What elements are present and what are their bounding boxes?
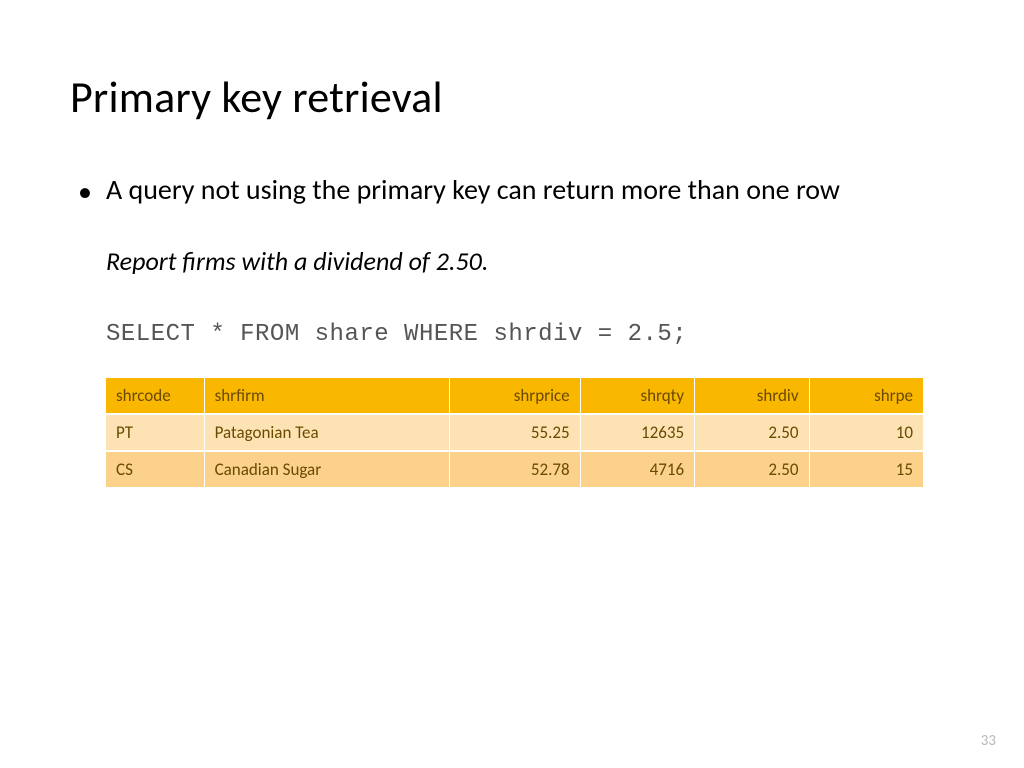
cell-shrqty: 4716	[580, 451, 694, 487]
bullet-text: A query not using the primary key can re…	[106, 172, 840, 207]
cell-shrprice: 55.25	[449, 414, 580, 451]
col-shrfirm: shrfirm	[204, 378, 449, 414]
cell-shrdiv: 2.50	[695, 451, 809, 487]
col-shrprice: shrprice	[449, 378, 580, 414]
col-shrcode: shrcode	[106, 378, 204, 414]
cell-shrcode: PT	[106, 414, 204, 451]
table-header-row: shrcodeshrfirmshrpriceshrqtyshrdivshrpe	[106, 378, 924, 414]
cell-shrdiv: 2.50	[695, 414, 809, 451]
problem-statement: Report firms with a dividend of 2.50.	[106, 245, 954, 277]
col-shrpe: shrpe	[809, 378, 923, 414]
bullet-dot: •	[78, 174, 92, 209]
col-shrqty: shrqty	[580, 378, 694, 414]
table-body: PTPatagonian Tea55.25126352.5010CSCanadi…	[106, 414, 924, 487]
table-head: shrcodeshrfirmshrpriceshrqtyshrdivshrpe	[106, 378, 924, 414]
cell-shrcode: CS	[106, 451, 204, 487]
cell-shrfirm: Patagonian Tea	[204, 414, 449, 451]
cell-shrpe: 10	[809, 414, 923, 451]
cell-shrfirm: Canadian Sugar	[204, 451, 449, 487]
cell-shrprice: 52.78	[449, 451, 580, 487]
cell-shrpe: 15	[809, 451, 923, 487]
slide: Primary key retrieval • A query not usin…	[0, 0, 1024, 768]
col-shrdiv: shrdiv	[695, 378, 809, 414]
table-row: CSCanadian Sugar52.7847162.5015	[106, 451, 924, 487]
result-table-wrap: shrcodeshrfirmshrpriceshrqtyshrdivshrpe …	[106, 378, 924, 487]
sql-code: SELECT * FROM share WHERE shrdiv = 2.5;	[106, 321, 954, 348]
result-table: shrcodeshrfirmshrpriceshrqtyshrdivshrpe …	[106, 378, 924, 487]
table-row: PTPatagonian Tea55.25126352.5010	[106, 414, 924, 451]
page-number: 33	[981, 732, 996, 750]
slide-title: Primary key retrieval	[70, 70, 954, 124]
cell-shrqty: 12635	[580, 414, 694, 451]
bullet-item: • A query not using the primary key can …	[70, 172, 954, 209]
